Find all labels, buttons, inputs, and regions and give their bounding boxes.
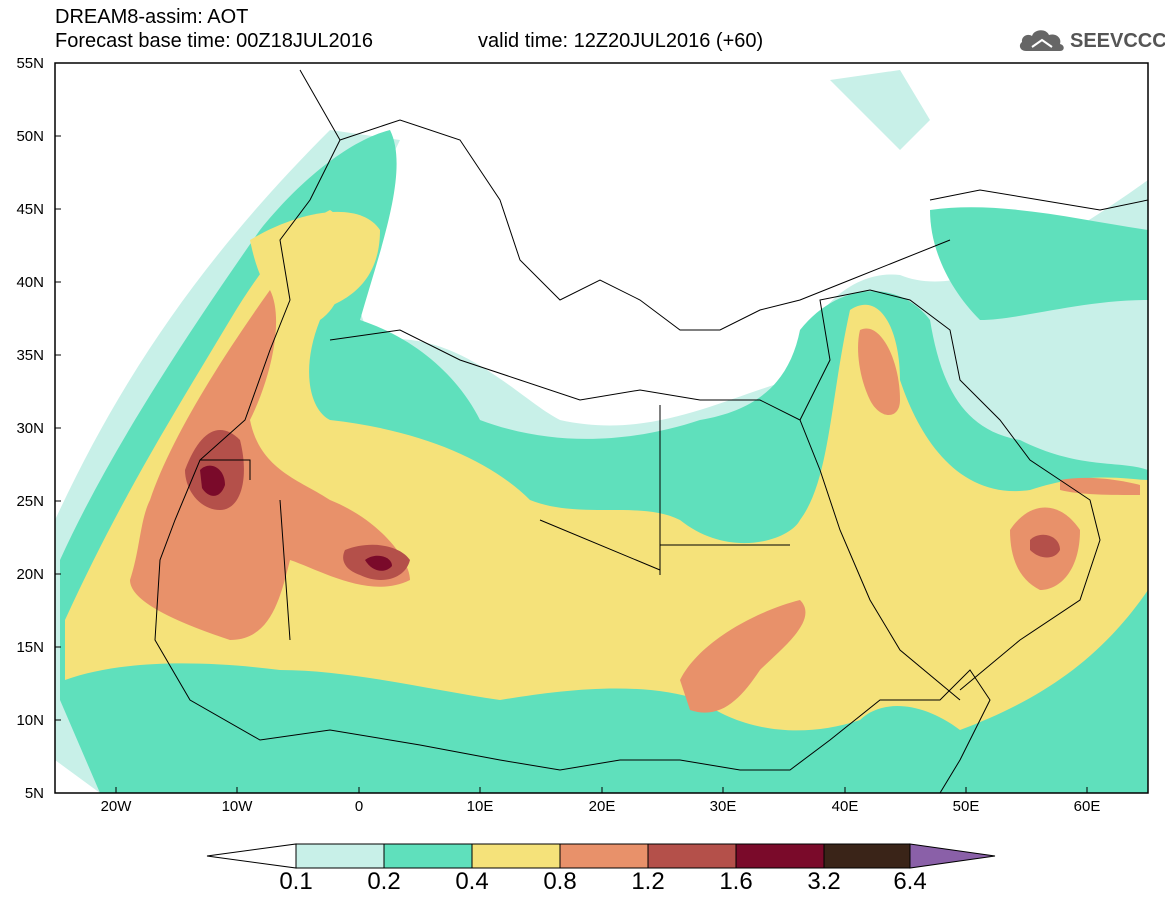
lat-label: 50N <box>16 128 44 145</box>
lat-label: 15N <box>16 639 44 656</box>
colorbar-bin-5 <box>735 843 825 869</box>
colorbar-label: 0.2 <box>367 868 401 895</box>
lon-label: 30E <box>709 798 737 815</box>
lat-label: 25N <box>16 493 44 510</box>
lon-label: 50E <box>952 798 980 815</box>
lat-label: 55N <box>16 55 44 72</box>
colorbar-label: 3.2 <box>807 868 841 895</box>
axis-ticks <box>55 62 1088 793</box>
lat-label: 35N <box>16 347 44 364</box>
dust-contours <box>55 70 1148 793</box>
colorbar-bin-4 <box>647 843 737 869</box>
colorbar-low-arrow <box>206 843 297 869</box>
forecast-base-time: Forecast base time: 00Z18JUL2016 <box>55 30 373 52</box>
colorbar-label: 0.1 <box>279 868 313 895</box>
colorbar-label: 0.8 <box>543 868 577 895</box>
colorbar-label: 1.6 <box>719 868 753 895</box>
colorbar-bin-3 <box>559 843 649 869</box>
colorbar-label: 6.4 <box>893 868 927 895</box>
lat-label: 45N <box>16 201 44 218</box>
aot-contour-0.8 <box>130 290 410 640</box>
logo-text: SEEVCCC <box>1070 30 1165 52</box>
colorbar-label: 0.4 <box>455 868 489 895</box>
lon-label: 20W <box>100 798 132 815</box>
colorbar-bin-0 <box>295 843 385 869</box>
lat-label: 20N <box>16 566 44 583</box>
lat-label: 30N <box>16 420 44 437</box>
coastlines <box>154 69 1148 793</box>
lon-label: 20E <box>588 798 616 815</box>
colorbar-high-arrow <box>909 843 996 869</box>
lat-label: 10N <box>16 712 44 729</box>
lon-label: 60E <box>1073 798 1101 815</box>
colorbar-bin-1 <box>383 843 473 869</box>
colorbar-bin-6 <box>823 843 911 869</box>
lon-label: 10E <box>466 798 494 815</box>
lon-label: 10W <box>221 798 253 815</box>
lon-label: 0 <box>354 798 364 815</box>
colorbar-label: 1.2 <box>631 868 665 895</box>
colorbar-bin-2 <box>471 843 561 869</box>
lat-label: 40N <box>16 274 44 291</box>
lat-label: 5N <box>24 785 44 802</box>
seevccc-logo: SEEVCCC <box>1018 25 1165 57</box>
map-title: DREAM8-assim: AOT <box>55 6 249 28</box>
aot-contour-1.6 <box>200 465 225 496</box>
colorbar <box>206 843 996 869</box>
cloud-icon <box>1019 30 1064 51</box>
valid-time: valid time: 12Z20JUL2016 (+60) <box>478 30 764 52</box>
lon-label: 40E <box>831 798 859 815</box>
